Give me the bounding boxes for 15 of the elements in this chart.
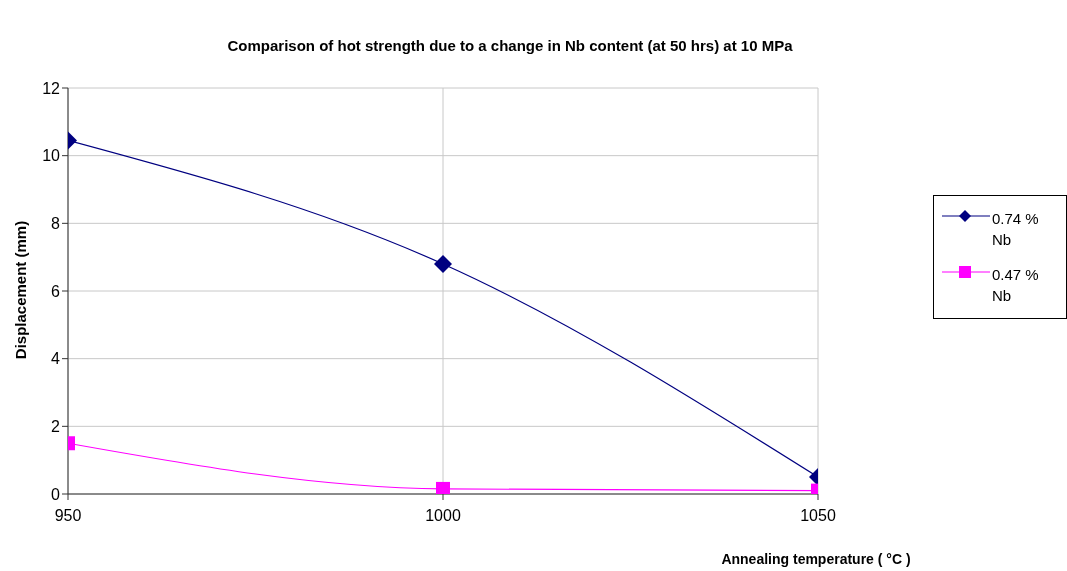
x-tick-label: 1050 xyxy=(800,507,836,525)
x-tick-label: 950 xyxy=(54,507,82,525)
chart-title: Comparison of hot strength due to a change in Nb content (at 50 hrs) at 10 MPa xyxy=(226,37,794,54)
y-tick-label: 2 xyxy=(51,418,61,436)
legend-label: 0.47 % Nb xyxy=(992,265,1040,306)
y-tick-label: 4 xyxy=(51,350,61,368)
x-axis-title: Annealing temperature ( °C ) xyxy=(721,551,911,567)
y-tick-label: 0 xyxy=(51,485,61,503)
y-tick-label: 12 xyxy=(42,79,61,97)
y-tick-label: 10 xyxy=(42,147,61,165)
x-tick-label: 1000 xyxy=(425,507,461,525)
y-tick-label: 8 xyxy=(51,215,61,233)
y-axis-title: Displacement (mm) xyxy=(11,220,29,360)
y-tick-label: 6 xyxy=(51,282,61,300)
legend-label: 0.74 % Nb xyxy=(992,209,1040,250)
